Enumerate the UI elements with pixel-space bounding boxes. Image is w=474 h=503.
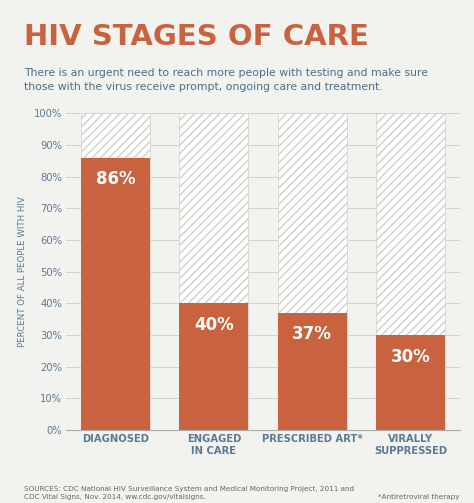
Text: SOURCES: CDC National HIV Surveillance System and Medical Monitoring Project, 20: SOURCES: CDC National HIV Surveillance S…: [24, 486, 354, 500]
Bar: [180, 303, 248, 430]
Bar: [180, 113, 248, 430]
Bar: [376, 113, 445, 430]
Text: 86%: 86%: [96, 170, 136, 188]
Text: *Antiretroviral therapy: *Antiretroviral therapy: [378, 494, 460, 500]
Bar: [81, 157, 150, 430]
Bar: [376, 335, 445, 430]
Text: There is an urgent need to reach more people with testing and make sure
those wi: There is an urgent need to reach more pe…: [24, 68, 428, 92]
Y-axis label: PERCENT OF ALL PEOPLE WITH HIV: PERCENT OF ALL PEOPLE WITH HIV: [18, 196, 27, 347]
Text: 37%: 37%: [292, 325, 332, 344]
Text: HIV STAGES OF CARE: HIV STAGES OF CARE: [24, 23, 369, 51]
Text: 40%: 40%: [194, 316, 234, 334]
Text: 30%: 30%: [391, 348, 430, 366]
Bar: [81, 113, 150, 430]
Bar: [278, 313, 346, 430]
Bar: [278, 113, 346, 430]
